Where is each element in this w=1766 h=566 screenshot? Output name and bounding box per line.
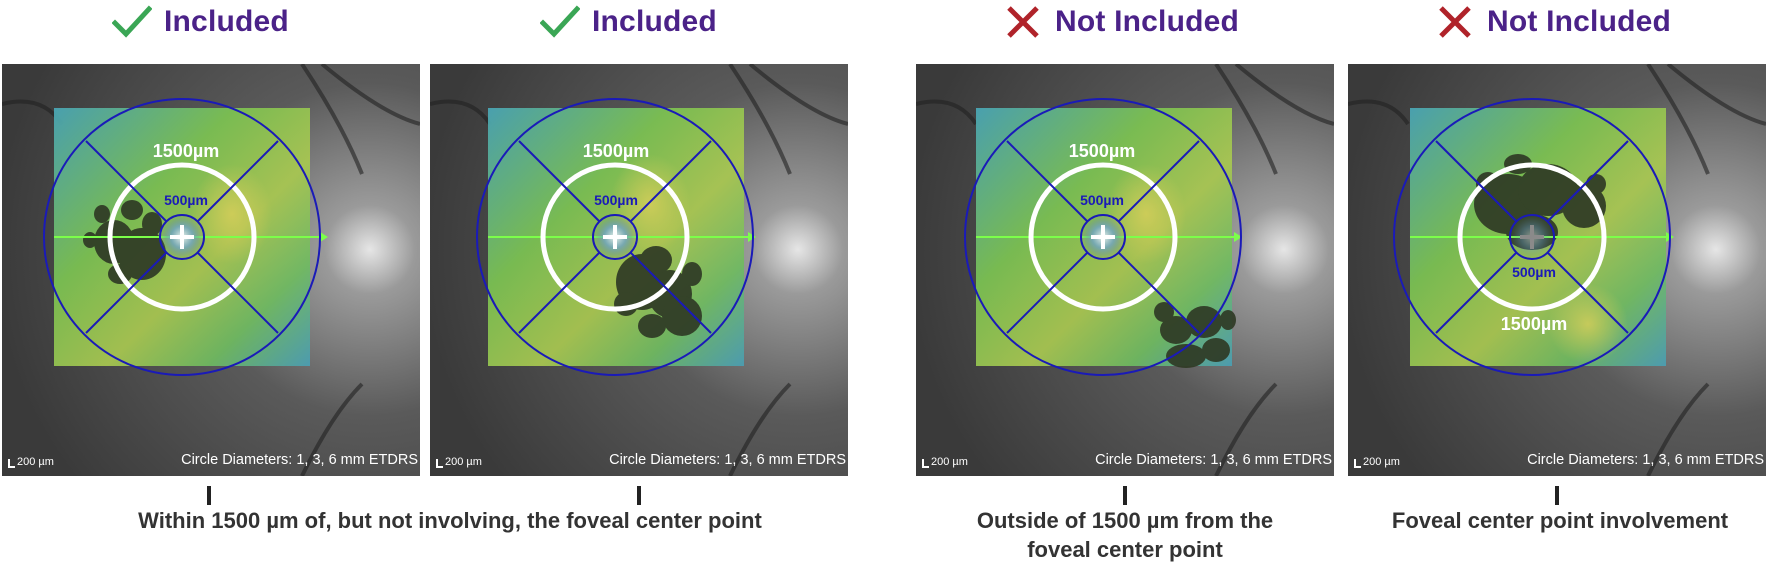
description-line: Foveal center point involvement [1391,508,1729,533]
description-line: Within 1500 µm of, but not involving, th… [138,508,762,533]
description-line: foveal center point [1027,537,1223,562]
status-label: Not Included [1487,5,1672,38]
etdrs-caption: Circle Diameters: 1, 3, 6 mm ETDRS [609,452,846,468]
scale-label: 200 µm [1363,456,1400,468]
fundus-image: 1500µm 500µm [916,64,1334,476]
oct-panel-2: 1500µm 500µm 200 µm Circle Diameters: 1,… [430,64,848,476]
inner-ring-label: 500µm [1512,264,1556,280]
tick-mark [1555,486,1559,505]
cross-icon [1007,6,1039,38]
outer-ring-label: 1500µm [1501,314,1567,334]
etdrs-caption: Circle Diameters: 1, 3, 6 mm ETDRS [181,452,418,468]
cross-icon [1439,6,1471,38]
check-icon [112,5,152,38]
description-2: Outside of 1500 µm from the foveal cente… [925,506,1325,564]
etdrs-caption: Circle Diameters: 1, 3, 6 mm ETDRS [1095,452,1332,468]
oct-panel-4: 500µm 1500µm 200 µm Circle Diameters: 1,… [1348,64,1766,476]
description-3: Foveal center point involvement [1360,506,1760,535]
outer-ring-label: 1500µm [153,141,219,161]
inner-ring-label: 500µm [164,192,208,208]
scale-bar: 200 µm [8,456,54,468]
status-label: Included [164,5,289,38]
inner-ring-label: 500µm [1080,192,1124,208]
inner-ring-label: 500µm [594,192,638,208]
oct-panel-3: 1500µm 500µm 200 µm Circle Diameters: 1,… [916,64,1334,476]
fundus-image: 1500µm 500µm [2,64,420,476]
status-not-included-2: Not Included [1435,2,1671,42]
tick-mark [637,486,641,505]
status-included-1: Included [112,2,289,42]
description-line: Outside of 1500 µm from the [976,508,1274,533]
tick-mark [1123,486,1127,505]
lesion-cluster [83,200,166,284]
status-not-included-1: Not Included [1003,2,1239,42]
scale-label: 200 µm [445,456,482,468]
lesion-cluster [1154,302,1236,368]
etdrs-caption: Circle Diameters: 1, 3, 6 mm ETDRS [1527,452,1764,468]
outer-ring-label: 1500µm [583,141,649,161]
status-label: Not Included [1055,5,1240,38]
fundus-image: 1500µm 500µm [430,64,848,476]
check-icon [540,5,580,38]
status-included-2: Included [540,2,717,42]
tick-mark [207,486,211,505]
scale-bar: 200 µm [436,456,482,468]
scale-label: 200 µm [931,456,968,468]
scale-label: 200 µm [17,456,54,468]
status-label: Included [592,5,717,38]
description-1: Within 1500 µm of, but not involving, th… [60,506,840,535]
outer-ring-label: 1500µm [1069,141,1135,161]
fundus-image: 500µm 1500µm [1348,64,1766,476]
oct-panel-1: 1500µm 500µm 200 µm Circle Diameters: 1,… [2,64,420,476]
scale-bar: 200 µm [1354,456,1400,468]
scale-bar: 200 µm [922,456,968,468]
